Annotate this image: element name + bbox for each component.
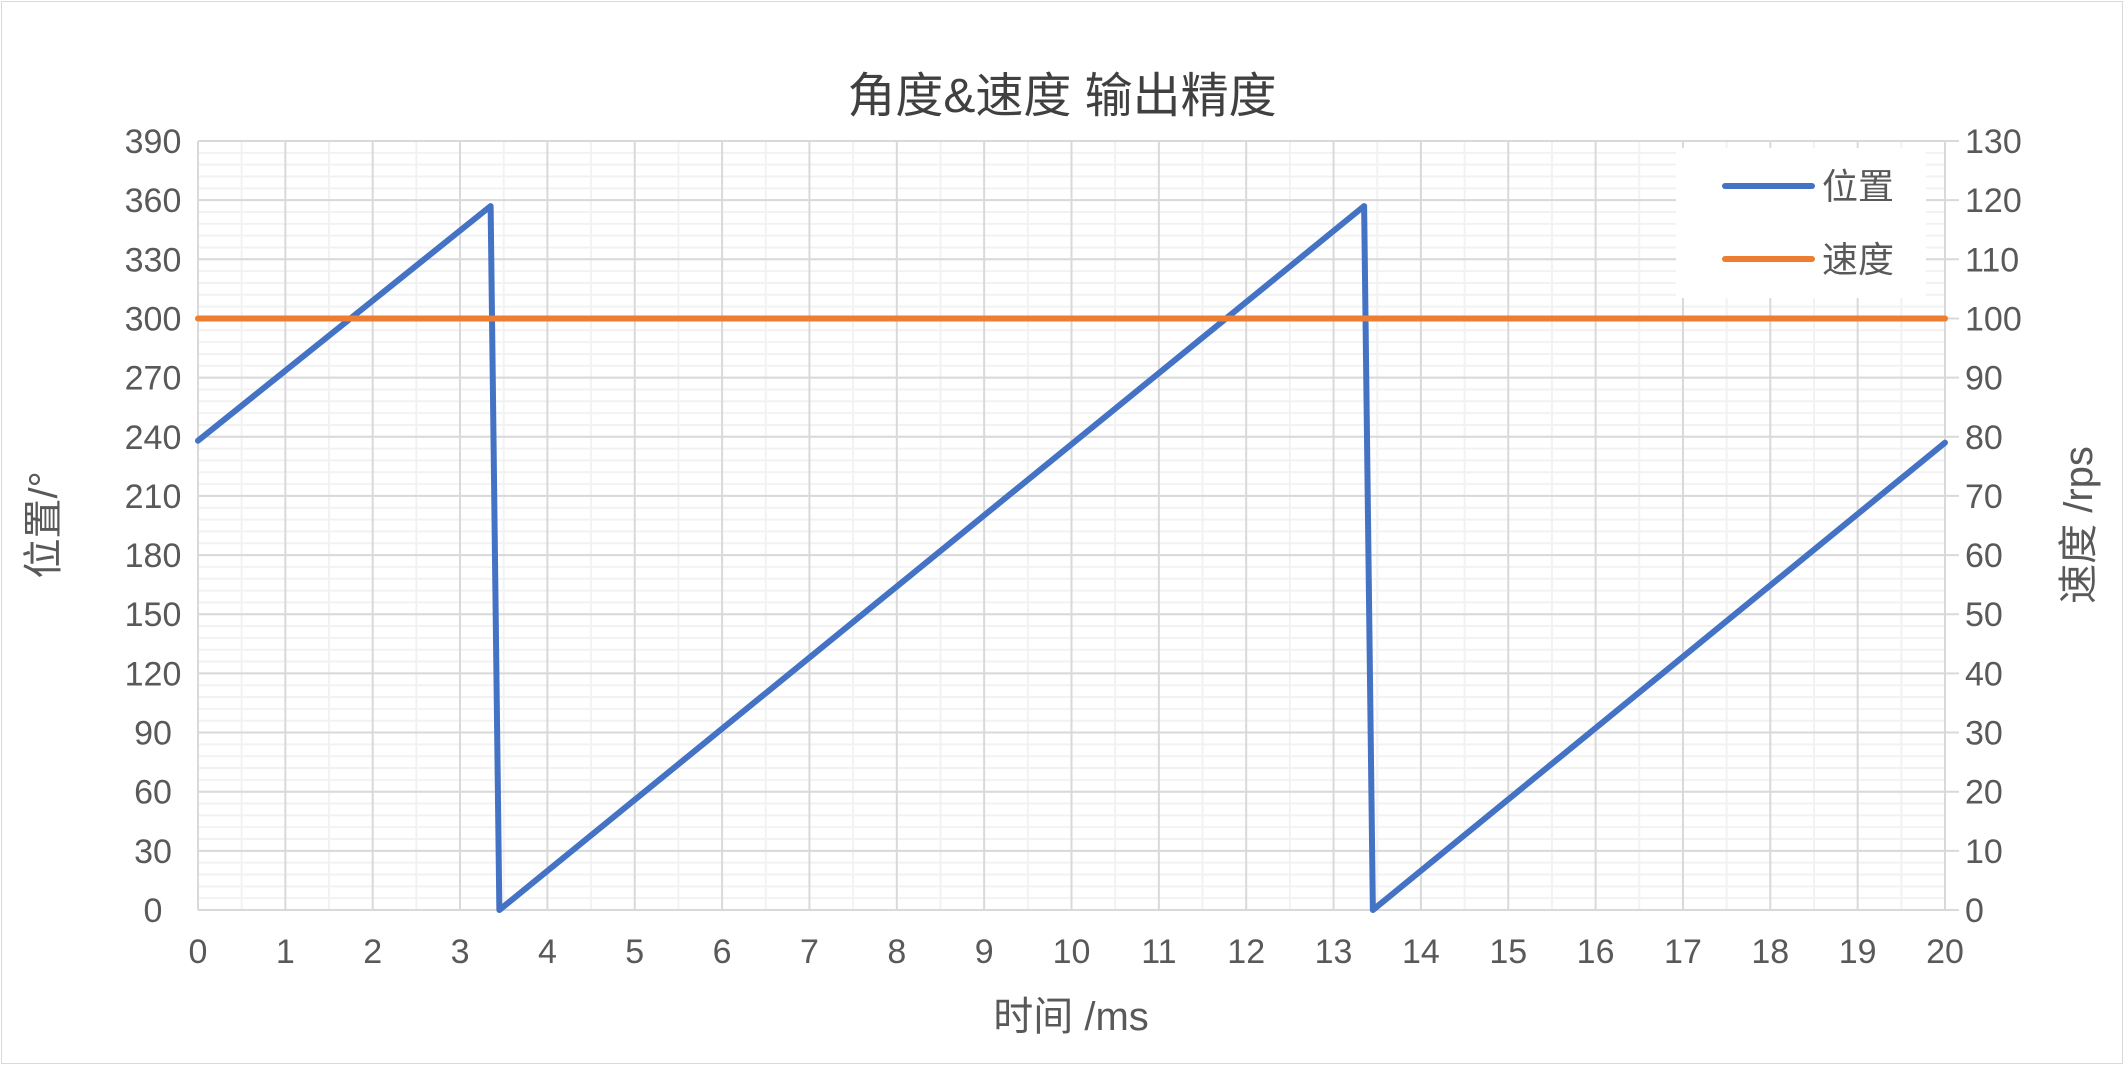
x-tick-label: 4 bbox=[538, 933, 557, 971]
x-tick-label: 8 bbox=[887, 933, 906, 971]
y2-tick-label: 40 bbox=[1965, 655, 2003, 693]
series-layer bbox=[195, 203, 1948, 913]
y-tick-label: 60 bbox=[134, 774, 172, 812]
y-tick-label: 120 bbox=[125, 655, 182, 693]
x-tick-label: 19 bbox=[1839, 933, 1877, 971]
x-tick-label: 6 bbox=[713, 933, 732, 971]
y2-tick-label: 50 bbox=[1965, 596, 2003, 634]
y-tick-label: 180 bbox=[125, 537, 182, 575]
legend-label-speed: 速度 bbox=[1822, 239, 1894, 280]
y-tick-label: 90 bbox=[134, 715, 172, 753]
x-tick-label: 5 bbox=[625, 933, 644, 971]
y2-tick-label: 10 bbox=[1965, 833, 2003, 871]
y2-tick-label: 30 bbox=[1965, 715, 2003, 753]
x-tick-label: 14 bbox=[1402, 933, 1440, 971]
y-axis-label: 位置/° bbox=[22, 471, 66, 578]
y2-tick-label: 120 bbox=[1965, 182, 2022, 220]
x-tick-label: 7 bbox=[800, 933, 819, 971]
y2-tick-label: 90 bbox=[1965, 360, 2003, 398]
y2-axis-label: 速度 /rps bbox=[2057, 446, 2101, 604]
y-tick-label: 150 bbox=[125, 596, 182, 634]
x-tick-label: 11 bbox=[1141, 933, 1176, 971]
series-line-position bbox=[195, 203, 1948, 913]
y2-tick-label: 80 bbox=[1965, 419, 2003, 457]
x-tick-label: 12 bbox=[1227, 933, 1265, 971]
legend: 位置 速度 bbox=[1676, 148, 1926, 298]
y2-tick-label: 0 bbox=[1965, 892, 1984, 930]
y-tick-label: 330 bbox=[125, 241, 182, 279]
chart-title: 角度&速度 输出精度 bbox=[847, 70, 1276, 123]
y-tick-label: 0 bbox=[144, 892, 163, 930]
x-tick-label: 16 bbox=[1577, 933, 1615, 971]
x-tick-label: 1 bbox=[276, 933, 295, 971]
x-tick-label: 17 bbox=[1664, 933, 1702, 971]
x-tick-label: 15 bbox=[1489, 933, 1527, 971]
y2-tick-label: 20 bbox=[1965, 774, 2003, 812]
y-tick-label: 300 bbox=[125, 300, 182, 338]
y2-tick-label: 130 bbox=[1965, 123, 2022, 161]
x-tick-label: 3 bbox=[451, 933, 470, 971]
x-tick-label: 10 bbox=[1053, 933, 1091, 971]
y2-tick-label: 70 bbox=[1965, 478, 2003, 516]
x-tick-label: 20 bbox=[1926, 933, 1964, 971]
tick-labels: 0 1 2 3 4 5 6 7 8 9 10 11 12 13 14 15 16 17 18 19 2003060901… bbox=[125, 123, 2022, 971]
x-tick-label: 2 bbox=[363, 933, 382, 971]
y-tick-label: 360 bbox=[125, 182, 182, 220]
y-tick-label: 270 bbox=[125, 360, 182, 398]
y2-tick-label: 60 bbox=[1965, 537, 2003, 575]
y-tick-label: 240 bbox=[125, 419, 182, 457]
x-tick-label: 18 bbox=[1751, 933, 1789, 971]
y-tick-label: 390 bbox=[125, 123, 182, 161]
y-tick-label: 30 bbox=[134, 833, 172, 871]
y-tick-label: 210 bbox=[125, 478, 182, 516]
y2-tick-label: 110 bbox=[1965, 241, 2019, 279]
x-tick-label: 13 bbox=[1315, 933, 1353, 971]
legend-label-position: 位置 bbox=[1822, 166, 1894, 207]
y2-tick-label: 100 bbox=[1965, 300, 2022, 338]
x-tick-label: 9 bbox=[975, 933, 994, 971]
x-axis-label: 时间 /ms bbox=[993, 995, 1149, 1039]
x-tick-label: 0 bbox=[189, 933, 208, 971]
